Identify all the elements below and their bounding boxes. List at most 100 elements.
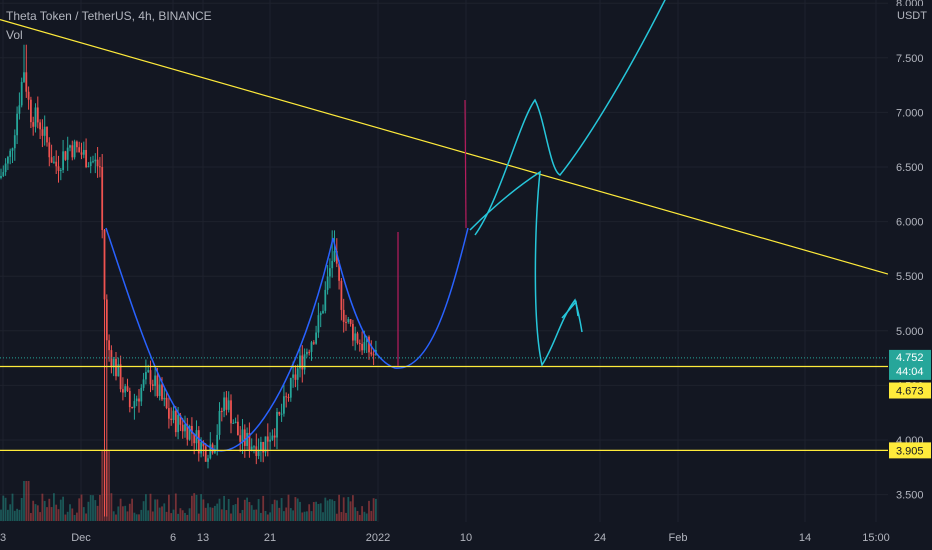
volume-bar [250, 505, 253, 521]
volume-bar [285, 507, 288, 521]
candle-body [352, 323, 354, 341]
candle-body [253, 446, 255, 448]
volume-bar [99, 494, 101, 521]
projection-spike [464, 99, 467, 229]
candle-body [147, 370, 150, 372]
candle-body [172, 410, 175, 421]
candle-body [356, 333, 359, 344]
candle-body [223, 397, 225, 412]
candle-body [46, 126, 48, 143]
candle-body [239, 435, 242, 442]
volume-bar [11, 493, 14, 521]
candle-body [349, 319, 352, 324]
candle-body [292, 374, 294, 378]
candle-body [264, 436, 267, 453]
candle-body [161, 384, 163, 400]
volume-bar [264, 510, 267, 521]
volume-bar [361, 506, 363, 521]
candle-body [124, 386, 127, 393]
candles [0, 44, 377, 517]
volume-bar [43, 500, 46, 521]
volume-bar [303, 511, 306, 521]
volume-bar [163, 503, 166, 521]
candle-body [218, 410, 221, 435]
candle-body [184, 424, 186, 432]
volume-bar [96, 505, 99, 521]
candle-body [20, 81, 23, 106]
volume-bar [147, 510, 150, 521]
level-value-4673: 4.673 [896, 386, 924, 398]
cup-curve [105, 227, 469, 452]
volume-bar [301, 512, 304, 521]
candle-body [66, 147, 69, 160]
volume-bar [255, 509, 258, 521]
volume-bar [335, 513, 338, 521]
time-tick-label: 6 [170, 532, 176, 544]
volume-bar [308, 504, 311, 521]
price-tick-label: 5.500 [896, 271, 924, 283]
candle-body [361, 343, 363, 351]
volume-bar [331, 499, 334, 521]
volume-bar [283, 511, 285, 521]
volume-bar [184, 512, 186, 521]
time-tick-label: 21 [264, 532, 276, 544]
candle-body [73, 141, 76, 158]
volume-bar [253, 509, 255, 521]
volume-bar [186, 514, 189, 521]
volume-bar [312, 502, 315, 521]
candle-body [13, 135, 16, 149]
volume-bar [347, 497, 350, 521]
candle-body [260, 441, 262, 451]
volume-bar [188, 508, 191, 521]
price-tick-label: 6.500 [896, 162, 924, 174]
level-tag-3905 [889, 442, 931, 459]
volume-bar [115, 514, 117, 521]
candle-body [193, 433, 196, 444]
volume-bar [78, 498, 81, 521]
candle-body [36, 107, 39, 123]
candle-body [128, 390, 131, 408]
candle-body [99, 166, 101, 168]
trend-line[interactable] [0, 19, 889, 275]
volume-bar [234, 504, 237, 521]
candle-body [197, 430, 200, 454]
candle-body [76, 141, 78, 148]
volume-bar [23, 481, 25, 521]
currency-badge[interactable] [891, 6, 929, 24]
candle-body [11, 148, 14, 151]
candle-body [43, 126, 46, 136]
candle-body [177, 415, 179, 433]
volume-bar [39, 512, 41, 521]
candle-body [179, 415, 182, 425]
candle-body [122, 389, 124, 393]
price-tick-label: 3.500 [896, 490, 924, 502]
volume-bar [69, 504, 71, 521]
volume-bar [145, 494, 147, 521]
candle-body [168, 408, 170, 419]
volume-bar [333, 500, 336, 521]
volume-bar [34, 504, 37, 521]
candle-body [64, 151, 67, 160]
volume-bar [271, 504, 274, 521]
projection-drawings[interactable] [397, 0, 670, 367]
volume-bar [319, 503, 322, 521]
time-tick-label: 24 [594, 532, 606, 544]
volume-bar [269, 512, 271, 521]
current-price-countdown: 44:04 [896, 366, 924, 378]
candle-body [115, 358, 117, 377]
candle-body [230, 400, 232, 424]
volume-bar [57, 509, 60, 521]
candle-body [50, 157, 53, 163]
volume-bar [368, 500, 370, 521]
candle-body [246, 432, 248, 446]
time-axis[interactable]: 3 Dec 6 13 21 2022 10 24 Feb 14 15:00 [0, 532, 890, 544]
projection-path-up [474, 0, 666, 236]
candle-body [273, 435, 276, 438]
candle-body [142, 379, 145, 388]
candle-body [16, 113, 18, 136]
volume-bar [80, 494, 83, 521]
candle-body [89, 161, 92, 167]
volume-bar [101, 451, 104, 521]
time-tick-label: 15:00 [862, 532, 890, 544]
